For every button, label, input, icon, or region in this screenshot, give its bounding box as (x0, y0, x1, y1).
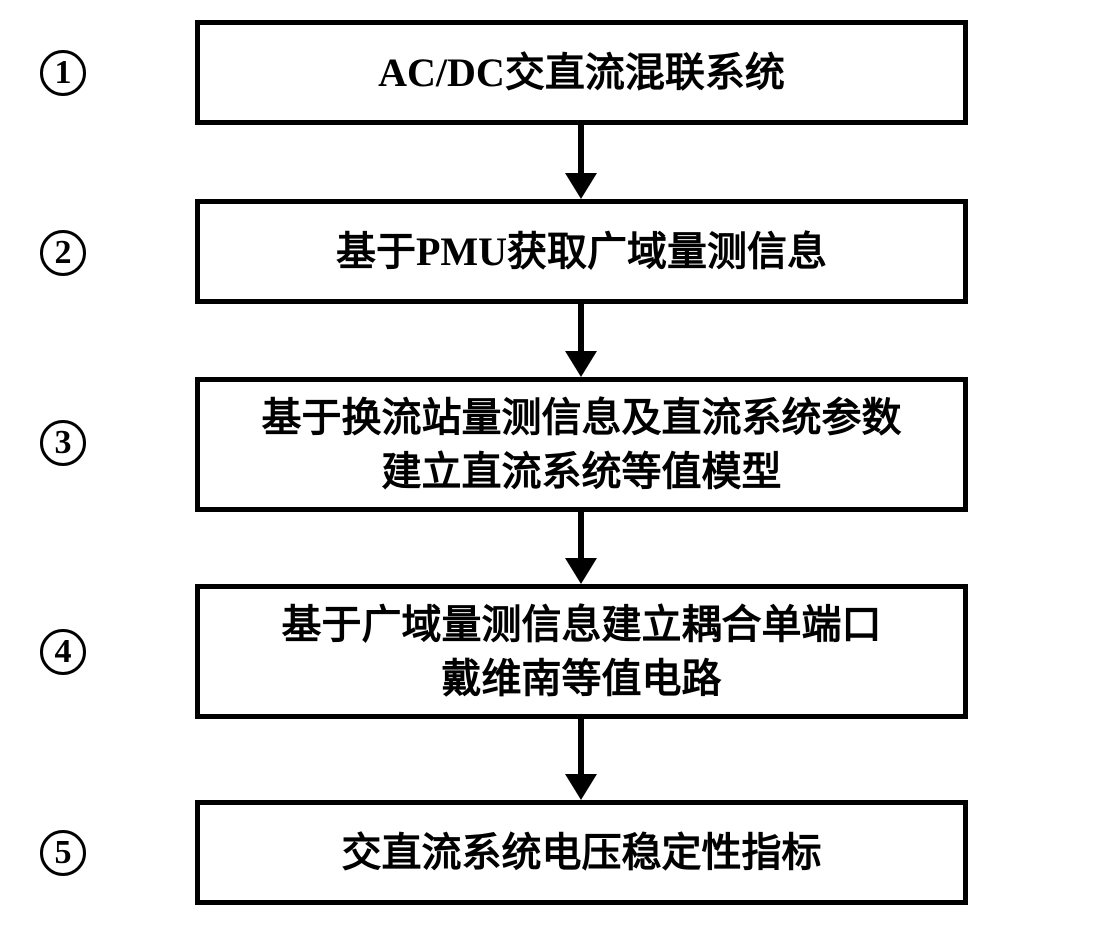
step-box-2-line1: 基于PMU获取广域量测信息 (336, 229, 827, 274)
arrow-head-icon (565, 558, 597, 584)
arrow-head-icon (565, 173, 597, 199)
step-label-4: 4 (40, 629, 86, 675)
step-label-3: 3 (40, 420, 86, 466)
step-label-4-text: 4 (40, 629, 86, 675)
step-label-5-text: 5 (40, 830, 86, 876)
arrow-shaft (578, 719, 584, 774)
step-box-1-line1: AC/DC交直流混联系统 (378, 50, 785, 95)
step-box-4-line1: 基于广域量测信息建立耦合单端口 (282, 602, 882, 647)
step-box-5: 交直流系统电压稳定性指标 (195, 800, 968, 905)
step-box-5-text: 交直流系统电压稳定性指标 (342, 826, 822, 880)
step-box-4-text: 基于广域量测信息建立耦合单端口 戴维南等值电路 (282, 598, 882, 706)
step-label-5: 5 (40, 830, 86, 876)
step-label-2: 2 (40, 230, 86, 276)
step-label-2-text: 2 (40, 230, 86, 276)
step-box-3: 基于换流站量测信息及直流系统参数 建立直流系统等值模型 (195, 377, 968, 512)
arrow-shaft (578, 512, 584, 558)
step-box-2: 基于PMU获取广域量测信息 (195, 199, 968, 304)
step-box-4: 基于广域量测信息建立耦合单端口 戴维南等值电路 (195, 584, 968, 719)
arrow-head-icon (565, 351, 597, 377)
step-box-2-text: 基于PMU获取广域量测信息 (336, 225, 827, 279)
step-label-1: 1 (40, 50, 86, 96)
step-box-5-line1: 交直流系统电压稳定性指标 (342, 830, 822, 875)
step-label-1-text: 1 (40, 50, 86, 96)
flowchart: 1 2 3 4 5 AC/DC交直流混联系统 基于PMU获取广域量测信息 基于换… (0, 0, 1109, 942)
step-label-3-text: 3 (40, 420, 86, 466)
step-box-1: AC/DC交直流混联系统 (195, 20, 968, 125)
step-box-4-line2: 戴维南等值电路 (442, 656, 722, 701)
step-box-3-text: 基于换流站量测信息及直流系统参数 建立直流系统等值模型 (262, 391, 902, 499)
arrow-shaft (578, 125, 584, 173)
step-box-3-line2: 建立直流系统等值模型 (382, 449, 782, 494)
step-box-3-line1: 基于换流站量测信息及直流系统参数 (262, 395, 902, 440)
arrow-head-icon (565, 774, 597, 800)
arrow-shaft (578, 304, 584, 351)
step-box-1-text: AC/DC交直流混联系统 (378, 46, 785, 100)
